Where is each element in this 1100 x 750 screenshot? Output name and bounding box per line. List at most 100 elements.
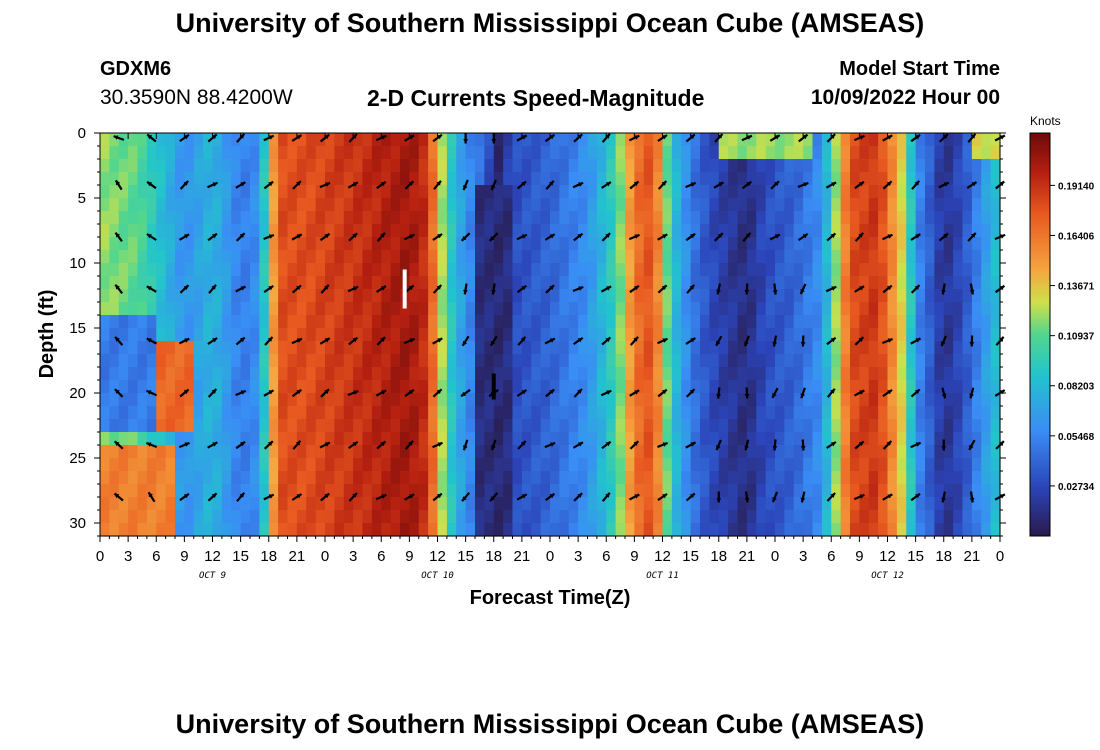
heatmap-cell (850, 276, 860, 290)
heatmap-cell (409, 263, 420, 277)
heatmap-cell (718, 133, 729, 147)
heatmap-cell (700, 328, 710, 342)
current-arrow (629, 440, 640, 450)
heatmap-cell (521, 211, 532, 225)
heatmap-cell (896, 328, 907, 342)
heatmap-cell (943, 484, 954, 498)
heatmap-cell (259, 289, 270, 303)
heatmap-cell (484, 172, 495, 186)
heatmap-cell (465, 510, 476, 524)
heatmap-cell (840, 497, 851, 511)
heatmap-cell (446, 354, 457, 368)
heatmap-cell (184, 289, 195, 303)
heatmap-cell (278, 263, 289, 277)
heatmap-cell (296, 341, 307, 355)
heatmap-cell (418, 393, 429, 407)
heatmap-cell (221, 276, 232, 290)
heatmap-cell (165, 341, 176, 355)
heatmap-cell (737, 315, 748, 329)
x-tick-label: 15 (457, 548, 474, 565)
heatmap-cell (596, 328, 607, 342)
heatmap-cell (625, 172, 635, 186)
heatmap-cell (606, 133, 617, 147)
heatmap-cell (793, 419, 804, 433)
heatmap-cell (775, 393, 785, 407)
heatmap-cell (184, 146, 195, 160)
heatmap-cell (484, 367, 495, 381)
heatmap-cell (840, 445, 851, 459)
heatmap-cell (559, 237, 570, 251)
colorbar-label: Knots (1030, 114, 1061, 128)
heatmap-cell (409, 432, 420, 446)
heatmap-cell (662, 445, 673, 459)
heatmap-cell (334, 354, 345, 368)
heatmap-cell (906, 341, 917, 355)
heatmap-cell (812, 159, 823, 173)
heatmap-cell (118, 367, 129, 381)
heatmap-cell (400, 159, 410, 173)
heatmap-cell (456, 484, 467, 498)
heatmap-cell (821, 133, 832, 147)
heatmap-cell (625, 432, 635, 446)
heatmap-cell (934, 367, 945, 381)
heatmap-cell (193, 172, 204, 186)
heatmap-cell (437, 198, 448, 212)
heatmap-cell (812, 198, 823, 212)
heatmap-cell (943, 458, 954, 472)
heatmap-cell (878, 445, 889, 459)
heatmap-cell (400, 237, 410, 251)
heatmap-cell (531, 354, 542, 368)
current-arrow (376, 285, 387, 293)
heatmap-cell (850, 367, 860, 381)
heatmap-cell (353, 393, 364, 407)
heatmap-cell (653, 302, 664, 316)
heatmap-cell (221, 341, 232, 355)
heatmap-cell (643, 302, 654, 316)
heatmap-cell (971, 315, 982, 329)
heatmap-cell (812, 510, 823, 524)
heatmap-cell (296, 250, 307, 264)
current-arrow (292, 180, 302, 190)
heatmap-cell (184, 497, 195, 511)
current-arrow (376, 180, 387, 190)
heatmap-cell (653, 185, 664, 199)
heatmap-cell (418, 237, 429, 251)
heatmap-cell (943, 445, 954, 459)
heatmap-cell (784, 224, 795, 238)
heatmap-cell (165, 315, 176, 329)
heatmap-cell (981, 406, 992, 420)
heatmap-cell (400, 380, 410, 394)
heatmap-cell (193, 432, 204, 446)
heatmap-cell (690, 458, 701, 472)
heatmap-cell (456, 250, 467, 264)
heatmap-cell (250, 328, 260, 342)
heatmap-cell (250, 224, 260, 238)
heatmap-cell (128, 315, 139, 329)
heatmap-cell (475, 198, 485, 212)
heatmap-cell (587, 211, 598, 225)
heatmap-cell (662, 289, 673, 303)
heatmap-cell (578, 367, 589, 381)
heatmap-cell (728, 497, 739, 511)
heatmap-cell (165, 471, 176, 485)
heatmap-cell (381, 523, 392, 537)
heatmap-cell (137, 289, 148, 303)
heatmap-cell (175, 406, 185, 420)
heatmap-cell (296, 302, 307, 316)
heatmap-cell (934, 289, 945, 303)
heatmap-cell (765, 367, 776, 381)
heatmap-cell (606, 263, 617, 277)
current-arrow (114, 231, 123, 243)
heatmap-cell (325, 289, 335, 303)
heatmap-cell (840, 484, 851, 498)
heatmap-cell (990, 289, 1001, 303)
heatmap-cell (193, 484, 204, 498)
heatmap-cell (962, 172, 973, 186)
heatmap-cell (550, 146, 560, 160)
heatmap-cell (371, 237, 382, 251)
heatmap-cell (203, 497, 214, 511)
heatmap-cell (212, 172, 223, 186)
heatmap-cell (925, 237, 935, 251)
heatmap-cell (456, 406, 467, 420)
heatmap-cell (446, 328, 457, 342)
